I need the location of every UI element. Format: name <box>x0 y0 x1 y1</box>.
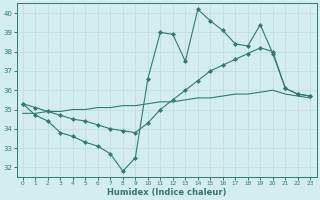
X-axis label: Humidex (Indice chaleur): Humidex (Indice chaleur) <box>107 188 226 197</box>
